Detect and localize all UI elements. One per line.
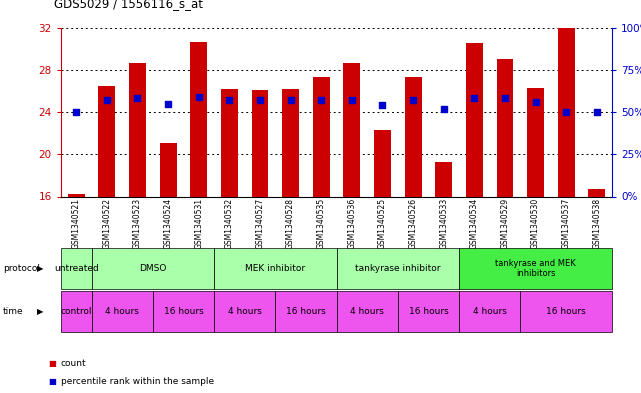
Text: 4 hours: 4 hours	[350, 307, 384, 316]
Text: 4 hours: 4 hours	[105, 307, 139, 316]
Text: percentile rank within the sample: percentile rank within the sample	[61, 377, 214, 386]
Bar	[190, 42, 207, 196]
Point	[378, 102, 388, 108]
Text: ■: ■	[48, 359, 56, 368]
Bar	[68, 195, 85, 196]
Bar	[497, 59, 513, 196]
Bar	[527, 88, 544, 196]
Bar	[129, 63, 146, 196]
Text: control: control	[60, 307, 92, 316]
Text: tankyrase and MEK
inhibitors: tankyrase and MEK inhibitors	[495, 259, 576, 278]
Bar	[251, 90, 269, 196]
Point	[469, 95, 479, 102]
Text: ■: ■	[48, 377, 56, 386]
Point	[500, 95, 510, 102]
Bar	[313, 77, 329, 196]
Bar	[588, 189, 605, 196]
Text: ▶: ▶	[37, 307, 44, 316]
Text: 4 hours: 4 hours	[228, 307, 262, 316]
Bar	[160, 143, 176, 196]
Point	[316, 97, 326, 103]
Point	[531, 99, 541, 105]
Text: DMSO: DMSO	[139, 264, 167, 273]
Point	[224, 97, 235, 103]
Bar	[221, 89, 238, 196]
Text: time: time	[3, 307, 24, 316]
Bar	[282, 89, 299, 196]
Text: 16 hours: 16 hours	[546, 307, 586, 316]
Text: protocol: protocol	[3, 264, 40, 273]
Bar	[435, 162, 452, 196]
Bar	[99, 86, 115, 196]
Text: 4 hours: 4 hours	[472, 307, 506, 316]
Point	[163, 100, 173, 107]
Bar	[374, 130, 391, 196]
Bar	[466, 43, 483, 196]
Bar	[404, 77, 422, 196]
Point	[102, 97, 112, 103]
Text: tankyrase inhibitor: tankyrase inhibitor	[355, 264, 440, 273]
Text: untreated: untreated	[54, 264, 99, 273]
Point	[438, 105, 449, 112]
Text: 16 hours: 16 hours	[408, 307, 448, 316]
Text: 16 hours: 16 hours	[286, 307, 326, 316]
Point	[561, 109, 571, 115]
Text: ▶: ▶	[37, 264, 44, 273]
Text: MEK inhibitor: MEK inhibitor	[246, 264, 305, 273]
Point	[592, 109, 602, 115]
Text: 16 hours: 16 hours	[163, 307, 203, 316]
Point	[132, 95, 142, 102]
Text: GDS5029 / 1556116_s_at: GDS5029 / 1556116_s_at	[54, 0, 203, 10]
Point	[255, 97, 265, 103]
Bar	[558, 28, 574, 196]
Bar	[344, 63, 360, 196]
Point	[408, 97, 418, 103]
Point	[347, 97, 357, 103]
Point	[194, 94, 204, 100]
Text: count: count	[61, 359, 87, 368]
Point	[71, 109, 81, 115]
Point	[285, 97, 296, 103]
